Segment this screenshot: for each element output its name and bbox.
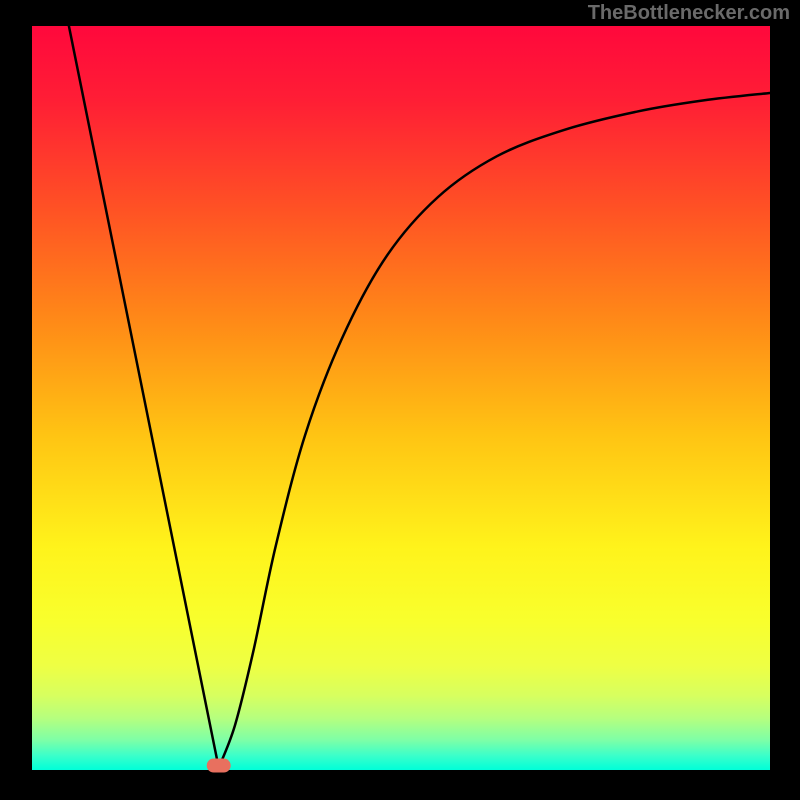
chart-container: TheBottlenecker.com <box>0 0 800 800</box>
watermark-text: TheBottlenecker.com <box>588 2 790 25</box>
minimum-marker <box>207 759 231 773</box>
plot-gradient-background <box>32 26 770 770</box>
chart-svg <box>0 0 800 800</box>
